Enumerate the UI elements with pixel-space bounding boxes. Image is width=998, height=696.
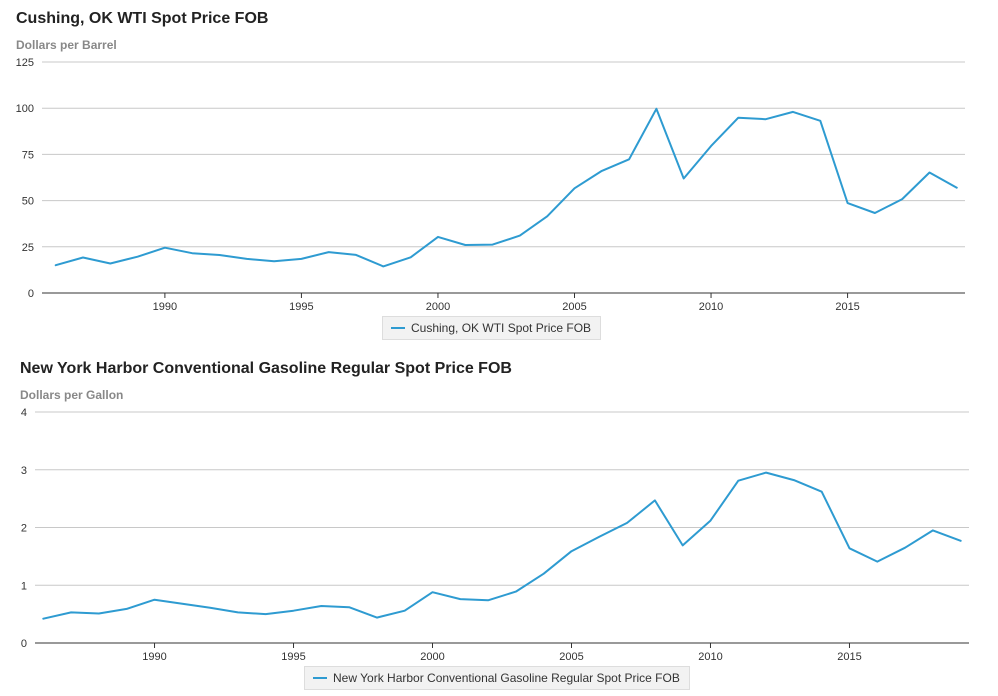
x-tick-label: 2010 (698, 651, 722, 663)
x-tick-label: 1995 (281, 651, 305, 663)
x-tick-label: 2010 (699, 301, 723, 313)
chart-y-axis-label: Dollars per Gallon (20, 388, 124, 402)
x-tick-label: 2000 (420, 651, 444, 663)
legend-line-swatch (313, 677, 327, 679)
x-tick-label: 1990 (142, 651, 166, 663)
x-tick-label: 2000 (426, 301, 450, 313)
chart-plot-area: 0 25 50 75 100 125 1990 1995 2000 2005 2010 2015 (16, 57, 965, 313)
y-tick-label: 125 (16, 57, 34, 69)
y-tick-label: 2 (21, 523, 27, 535)
legend-entry-label: New York Harbor Conventional Gasoline Re… (333, 671, 680, 685)
series-line (54, 107, 958, 268)
y-tick-label: 1 (21, 580, 27, 592)
series-line (42, 471, 962, 620)
chart-title: New York Harbor Conventional Gasoline Re… (20, 360, 512, 377)
y-tick-label: 0 (28, 288, 34, 300)
x-tick-label: 2015 (837, 651, 861, 663)
y-tick-label: 0 (21, 638, 27, 650)
x-tick-label: 1995 (289, 301, 313, 313)
legend-entry-label: Cushing, OK WTI Spot Price FOB (411, 321, 592, 335)
chart-panel-wti: Cushing, OK WTI Spot Price FOB Dollars p… (0, 0, 998, 345)
y-tick-label: 50 (22, 196, 34, 208)
y-tick-label: 4 (21, 407, 27, 419)
x-tick-label: 1990 (153, 301, 177, 313)
chart-panel-gasoline: New York Harbor Conventional Gasoline Re… (0, 350, 998, 696)
chart-legend[interactable]: New York Harbor Conventional Gasoline Re… (304, 666, 690, 690)
legend-line-swatch (391, 327, 405, 329)
x-tick-label: 2015 (835, 301, 859, 313)
y-tick-label: 100 (16, 103, 34, 115)
y-tick-label: 75 (22, 149, 34, 161)
x-tick-label: 2005 (562, 301, 586, 313)
x-tick-label: 2005 (559, 651, 583, 663)
y-tick-label: 25 (22, 242, 34, 254)
chart-y-axis-label: Dollars per Barrel (16, 38, 117, 52)
chart-legend[interactable]: Cushing, OK WTI Spot Price FOB (382, 316, 602, 340)
chart-title: Cushing, OK WTI Spot Price FOB (16, 10, 269, 27)
chart-plot-area: 0 1 2 3 4 1990 1995 2000 2005 2010 2015 (21, 407, 969, 663)
y-tick-label: 3 (21, 465, 27, 477)
